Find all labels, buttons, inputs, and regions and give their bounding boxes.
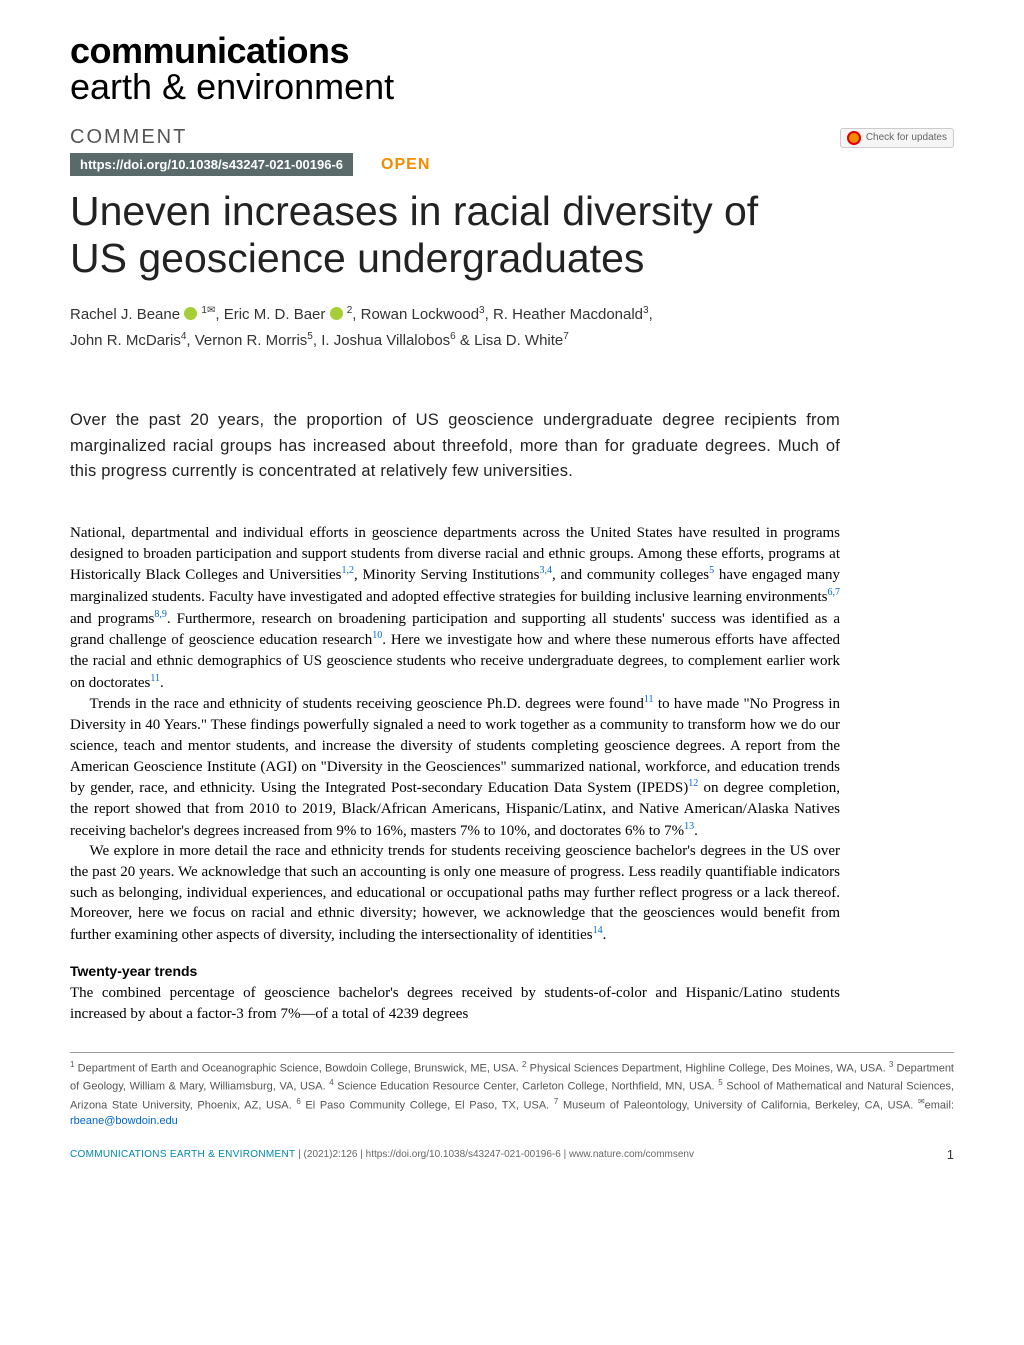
body-text: National, departmental and individual ef… [70, 523, 840, 1024]
footer-journal: COMMUNICATIONS EARTH & ENVIRONMENT [70, 1149, 295, 1160]
open-access-badge: OPEN [381, 156, 430, 174]
footer-citation: COMMUNICATIONS EARTH & ENVIRONMENT | (20… [70, 1149, 694, 1160]
page-footer: COMMUNICATIONS EARTH & ENVIRONMENT | (20… [70, 1147, 954, 1162]
paragraph: Trends in the race and ethnicity of stud… [70, 693, 840, 841]
article-title: Uneven increases in racial diversity of … [70, 188, 790, 282]
section-heading: Twenty-year trends [70, 962, 840, 981]
doi-row: https://doi.org/10.1038/s43247-021-00196… [70, 153, 954, 176]
doi-link[interactable]: https://doi.org/10.1038/s43247-021-00196… [70, 153, 353, 176]
check-updates-label: Check for updates [866, 132, 947, 143]
author-list: Rachel J. Beane 1✉, Eric M. D. Baer 2, R… [70, 302, 670, 353]
paragraph: National, departmental and individual ef… [70, 523, 840, 694]
affiliations: 1 Department of Earth and Oceanographic … [70, 1052, 954, 1129]
orcid-icon [330, 307, 343, 320]
paragraph: The combined percentage of geoscience ba… [70, 983, 840, 1024]
abstract: Over the past 20 years, the proportion o… [70, 408, 840, 485]
orcid-icon [184, 307, 197, 320]
page-number: 1 [947, 1147, 954, 1162]
journal-name-light: earth & environment [70, 66, 954, 108]
check-updates-icon [847, 131, 861, 145]
journal-masthead: communications earth & environment [70, 30, 954, 108]
paragraph: We explore in more detail the race and e… [70, 841, 840, 945]
article-type: COMMENT [70, 126, 187, 149]
header-row: COMMENT Check for updates [70, 126, 954, 149]
footer-citation-text: | (2021)2:126 | https://doi.org/10.1038/… [295, 1149, 694, 1160]
check-updates-button[interactable]: Check for updates [840, 128, 954, 148]
